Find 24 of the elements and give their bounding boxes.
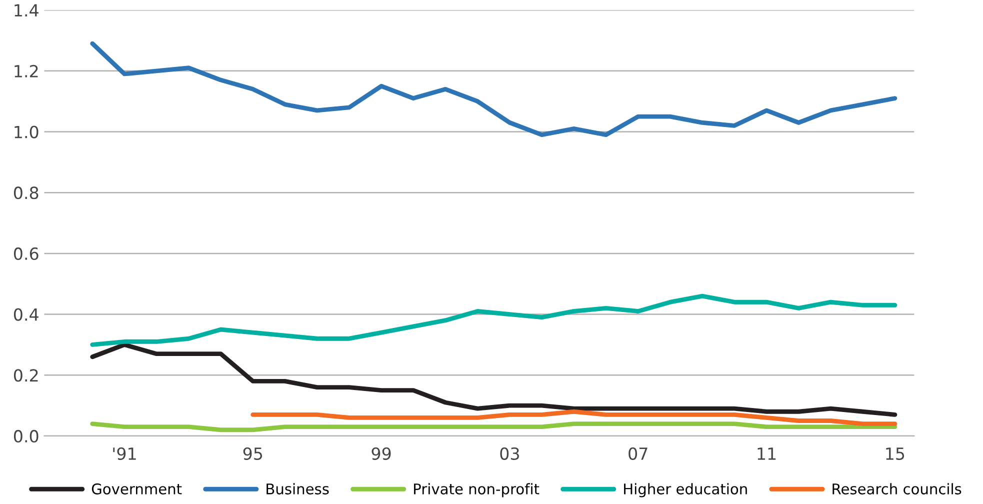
y-tick-label: 1.2 [14, 64, 38, 78]
x-tick-label: 03 [500, 447, 519, 460]
x-tick-label: '91 [113, 447, 136, 460]
legend-label: Business [266, 483, 329, 494]
y-tick-label: 0.8 [14, 186, 38, 200]
y-tick-label: 0.6 [14, 247, 38, 260]
line-series [90, 41, 898, 138]
line-series [90, 342, 898, 417]
x-tick-label: 99 [372, 447, 391, 460]
legend-label: Government [92, 483, 182, 494]
y-tick-label: 1.4 [14, 4, 38, 16]
legend-label: Research councils [832, 483, 962, 494]
y-tick-label: 1.0 [14, 126, 38, 138]
x-tick-label: 07 [628, 447, 648, 460]
line-series [90, 294, 898, 347]
x-tick-label: 15 [886, 448, 904, 460]
x-tick-label: 95 [243, 447, 262, 460]
legend-label: Private non-profit [414, 483, 540, 498]
y-tick-label: 0.0 [14, 430, 38, 443]
x-tick-label: 11 [758, 448, 776, 460]
y-tick-label: 0.2 [14, 369, 38, 382]
line-series [250, 409, 898, 426]
y-tick-label: 0.4 [14, 308, 38, 321]
legend-label: Higher education [624, 483, 747, 498]
